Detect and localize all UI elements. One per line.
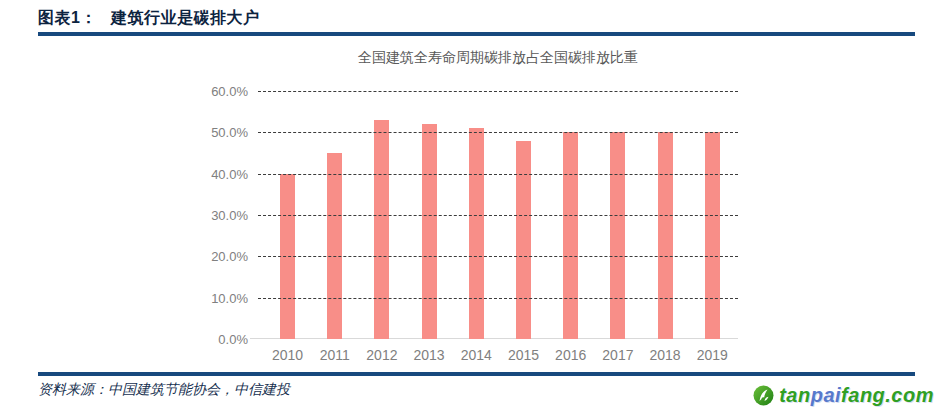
bar-2019 (705, 132, 720, 339)
x-axis-tick-label: 2019 (688, 347, 736, 363)
figure-panel: 图表1： 建筑行业是碳排大户 全国建筑全寿命周期碳排放占全国碳排放比重 0.0%… (0, 0, 944, 417)
gridline-60 (258, 91, 738, 92)
x-axis-tick-label: 2010 (264, 347, 312, 363)
gridline-20 (258, 256, 738, 257)
x-axis-tick-label: 2014 (452, 347, 500, 363)
gridline-30 (258, 215, 738, 216)
y-axis-tick-label: 60.0% (188, 84, 248, 99)
figure-title: 建筑行业是碳排大户 (111, 8, 260, 29)
x-axis-tick-label: 2018 (641, 347, 689, 363)
tanpaifang-logo[interactable]: tanpaifang.com (753, 384, 934, 407)
bar-2014 (469, 128, 484, 339)
bar-2013 (422, 124, 437, 339)
bar-2015 (516, 141, 531, 339)
figure-number-label: 图表1： (38, 8, 97, 29)
tanpaifang-logo-text: tanpaifang.com (779, 384, 934, 407)
y-axis-tick-label: 30.0% (188, 208, 248, 223)
gridline-10 (258, 298, 738, 299)
gridline-50 (258, 132, 738, 133)
tanpaifang-leaf-icon (753, 385, 774, 406)
y-axis-tick-label: 0.0% (188, 332, 248, 347)
header-divider (38, 32, 915, 36)
gridline-40 (258, 174, 738, 175)
bar-2016 (563, 132, 578, 339)
footer-divider (38, 372, 915, 376)
bar-2018 (658, 132, 673, 339)
bar-2012 (374, 120, 389, 339)
x-axis-tick-label: 2015 (500, 347, 548, 363)
y-axis-tick-label: 40.0% (188, 166, 248, 181)
source-note: 资料来源：中国建筑节能协会，中信建投 (38, 381, 290, 399)
x-axis-tick-label: 2016 (547, 347, 595, 363)
bar-2017 (610, 132, 625, 339)
chart-title: 全国建筑全寿命周期碳排放占全国碳排放比重 (228, 49, 768, 67)
bar-chart-plot-area: 0.0%10.0%20.0%30.0%40.0%50.0%60.0%201020… (258, 91, 738, 339)
x-axis-tick-label: 2013 (405, 347, 453, 363)
logo-text-pai: pai (811, 384, 841, 406)
y-axis-tick-label: 50.0% (188, 125, 248, 140)
bar-2011 (327, 153, 342, 339)
logo-text-tan: tan (779, 384, 811, 406)
figure-header: 图表1： 建筑行业是碳排大户 (38, 8, 259, 29)
x-axis-tick-label: 2012 (358, 347, 406, 363)
x-axis-tick-label: 2017 (594, 347, 642, 363)
y-axis-tick-label: 10.0% (188, 290, 248, 305)
x-axis-tick-label: 2011 (311, 347, 359, 363)
y-axis-tick-label: 20.0% (188, 249, 248, 264)
logo-text-fang: fang.com (841, 384, 934, 406)
